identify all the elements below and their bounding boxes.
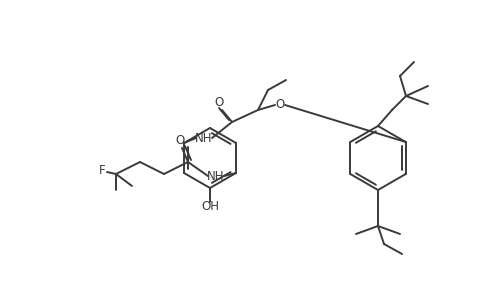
Text: F: F: [99, 164, 105, 176]
Text: NH: NH: [207, 170, 225, 182]
Text: OH: OH: [201, 200, 219, 212]
Text: O: O: [214, 96, 224, 110]
Text: NH: NH: [195, 132, 213, 144]
Text: O: O: [175, 134, 185, 148]
Text: O: O: [275, 98, 285, 112]
